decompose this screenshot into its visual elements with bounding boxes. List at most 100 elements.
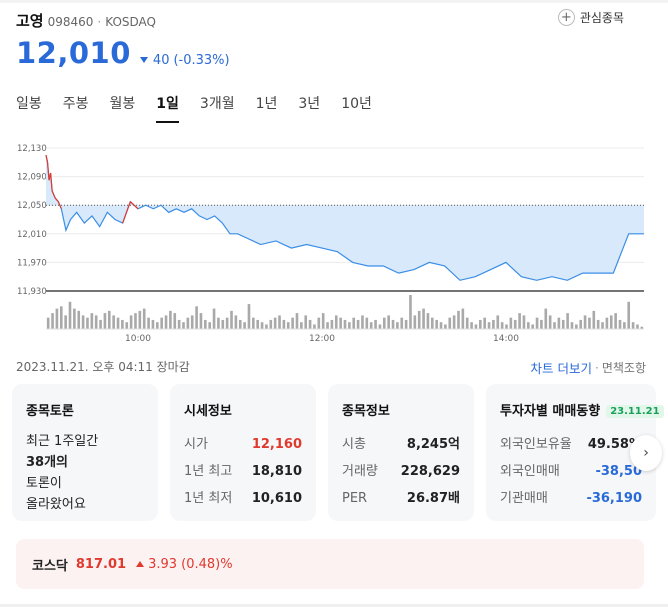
price-up-segment <box>46 162 50 181</box>
kv-row: 1년 최저 10,610 <box>184 485 302 512</box>
volume-bar <box>500 322 504 329</box>
y-tick-label: 12,010 <box>17 230 47 240</box>
tab-10year[interactable]: 10년 <box>341 96 372 112</box>
price-info-card[interactable]: 시세정보 시가 12,160 1년 최고 18,810 1년 최저 10,610 <box>170 384 316 521</box>
kv-value: -36,190 <box>586 491 642 506</box>
discussion-line: 올라왔어요 <box>26 497 86 512</box>
volume-bar <box>583 315 587 329</box>
volume-bar <box>352 317 356 329</box>
up-triangle-icon <box>136 561 145 567</box>
kv-key: 외국인보유율 <box>500 437 572 452</box>
stock-info-card[interactable]: 종목정보 시총 8,245억 거래량 228,629 PER 26.87배 <box>328 384 474 521</box>
tab-monthly[interactable]: 월봉 <box>109 96 136 112</box>
volume-bar <box>413 315 417 329</box>
price-up-segment <box>129 201 139 210</box>
y-axis-ticks: 12,130 12,090 12,050 12,010 11,970 11,930 <box>17 144 47 297</box>
separator-dot: · <box>97 15 102 29</box>
y-tick-label: 12,090 <box>17 173 47 183</box>
volume-bar <box>81 315 85 329</box>
volume-bar <box>391 319 395 329</box>
volume-bar <box>548 315 552 329</box>
intraday-chart[interactable]: 12,130 12,090 12,050 12,010 11,970 11,930 10:… <box>0 138 668 348</box>
kv-value: 228,629 <box>400 464 460 479</box>
volume-bar <box>51 313 54 329</box>
volume-bar <box>217 317 220 329</box>
volume-bar <box>125 322 129 329</box>
volume-bar <box>553 322 556 329</box>
card-title: 종목정보 <box>342 404 390 419</box>
investor-trend-card[interactable]: 투자자별 매매동향 23.11.21 외국인보유율 49.58% 외국인매매 -3… <box>486 384 664 521</box>
volume-bar <box>561 319 565 329</box>
volume-bar <box>46 317 50 329</box>
volume-bar <box>579 319 583 329</box>
discussion-count: 38개의 <box>26 455 69 470</box>
volume-bar <box>426 313 430 329</box>
volume-bar <box>492 319 495 329</box>
index-bar[interactable]: 코스닥 817.01 3.93 (0.48)% <box>16 539 644 589</box>
volume-bar <box>121 319 124 329</box>
next-card-button[interactable]: › <box>630 435 662 471</box>
tab-3month[interactable]: 3개월 <box>199 96 235 112</box>
volume-bar <box>138 310 142 329</box>
volume-bar <box>182 322 185 329</box>
volume-bar <box>588 317 591 329</box>
discussion-text: 최근 1주일간 38개의 토론이 올라왔어요 <box>26 431 144 515</box>
volume-bar <box>173 313 177 329</box>
kv-value: 12,160 <box>251 437 302 452</box>
card-title: 시세정보 <box>184 404 232 419</box>
volume-bar <box>387 315 390 329</box>
volume-bar <box>177 319 181 329</box>
volume-bar <box>308 319 312 329</box>
volume-bar <box>230 310 233 329</box>
volume-bar <box>483 317 486 329</box>
volume-bar <box>640 326 644 329</box>
volume-bar <box>190 315 194 329</box>
change-value: 40 <box>152 53 170 68</box>
volume-bar <box>382 317 386 329</box>
volume-bar <box>535 317 539 329</box>
volume-bar <box>575 324 578 329</box>
volume-bar <box>155 322 159 329</box>
stock-name[interactable]: 고영 <box>16 12 44 30</box>
price-change: 40 (-0.33%) <box>139 53 230 68</box>
volume-bar <box>396 322 399 329</box>
tab-1year[interactable]: 1년 <box>255 96 278 112</box>
disclaimer-link[interactable]: 면책조항 <box>601 361 646 375</box>
volume-bar <box>348 322 351 329</box>
volume-bar <box>452 315 456 329</box>
kv-row: 시가 12,160 <box>184 431 302 458</box>
volume-bar <box>334 315 338 329</box>
more-chart-link[interactable]: 차트 더보기 <box>530 361 592 376</box>
tab-weekly[interactable]: 주봉 <box>62 96 89 112</box>
volume-bar <box>90 313 94 329</box>
kv-key: PER <box>342 491 368 506</box>
price-line <box>45 155 644 281</box>
current-price: 12,010 <box>16 36 131 70</box>
top-divider <box>0 0 668 3</box>
volume-bar <box>94 315 98 329</box>
volume-bar <box>636 324 639 329</box>
volume-bar <box>540 319 543 329</box>
volume-bar <box>544 308 548 329</box>
kv-key: 기관매매 <box>500 491 548 506</box>
kv-value: 26.87배 <box>406 491 460 506</box>
volume-bar <box>238 319 242 329</box>
volume-bar <box>212 308 216 329</box>
add-watchlist-button[interactable]: + 관심종목 <box>557 9 624 26</box>
volume-bar <box>627 301 631 329</box>
card-title: 투자자별 매매동향 23.11.21 <box>500 400 664 419</box>
kv-key: 거래량 <box>342 464 378 479</box>
volume-bar <box>265 324 268 329</box>
volume-bar <box>596 319 600 329</box>
kv-row: 기관매매 -36,190 <box>500 485 642 512</box>
volume-bar <box>273 317 277 329</box>
discussion-card[interactable]: 종목토론 최근 1주일간 38개의 토론이 올라왔어요 <box>12 384 158 521</box>
tab-1day[interactable]: 1일 <box>156 93 179 123</box>
tab-daily[interactable]: 일봉 <box>16 96 42 112</box>
volume-bar <box>195 306 198 329</box>
plus-icon: + <box>557 9 575 26</box>
tab-3year[interactable]: 3년 <box>298 96 321 112</box>
volume-bar <box>631 322 635 329</box>
volume-bar <box>343 319 347 329</box>
volume-bar <box>73 308 76 329</box>
